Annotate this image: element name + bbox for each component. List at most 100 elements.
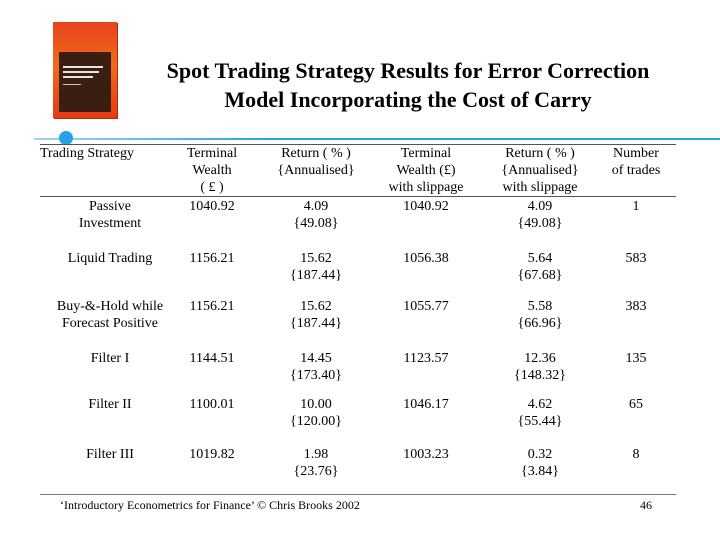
cell-wealth-line: 1040.92 bbox=[189, 199, 235, 214]
cell-strategy-line: Passive bbox=[89, 199, 131, 214]
cell-ret-line: 15.62 bbox=[300, 299, 332, 314]
cell-ret-slip-line: {67.68} bbox=[517, 268, 563, 283]
slide-title: Spot Trading Strategy Results for Error … bbox=[122, 56, 694, 114]
cell-ret-line: 14.45 bbox=[300, 351, 332, 366]
cell-ret-slip-line: {66.96} bbox=[517, 316, 563, 331]
header-trades-line: of trades bbox=[611, 163, 661, 178]
cell-trades-line: 583 bbox=[625, 251, 647, 266]
header-return-slippage-line: {Annualised} bbox=[501, 163, 579, 178]
book-cover-text-line bbox=[63, 76, 93, 78]
cell-strategy: Passive Investment bbox=[34, 198, 186, 232]
header-terminal-wealth-slippage: Terminal Wealth (£) with slippage bbox=[378, 145, 474, 196]
cell-ret-line: 1.98 bbox=[303, 447, 329, 462]
book-cover-panel bbox=[59, 52, 111, 112]
cell-strategy-line: Investment bbox=[78, 216, 142, 231]
cell-trades: 135 bbox=[600, 350, 672, 367]
cell-ret-slip: 4.62 {55.44} bbox=[490, 396, 590, 430]
header-terminal-wealth-line: Wealth bbox=[192, 163, 232, 178]
cell-ret-slip-line: {3.84} bbox=[521, 464, 559, 479]
header-return-slippage-line: with slippage bbox=[502, 180, 578, 195]
cell-strategy-line: Filter III bbox=[86, 447, 134, 462]
cell-ret-line: {120.00} bbox=[290, 414, 342, 429]
cell-wealth-slip-line: 1055.77 bbox=[403, 299, 449, 314]
cell-strategy: Liquid Trading bbox=[34, 250, 186, 267]
cell-ret-line: 15.62 bbox=[300, 251, 332, 266]
cell-wealth-slip-line: 1046.17 bbox=[403, 397, 449, 412]
cell-ret-slip-line: 5.64 bbox=[527, 251, 553, 266]
cell-strategy-line: Filter II bbox=[88, 397, 132, 412]
cell-strategy-line: Filter I bbox=[90, 351, 130, 366]
slide-title-line-1: Spot Trading Strategy Results for Error … bbox=[166, 58, 650, 83]
book-cover-text-line bbox=[63, 71, 99, 73]
divider-bullet-dot bbox=[59, 131, 73, 145]
cell-trades-line: 65 bbox=[629, 397, 643, 412]
header-return-slippage: Return ( % ) {Annualised} with slippage bbox=[490, 145, 590, 196]
cell-wealth-line: 1019.82 bbox=[189, 447, 235, 462]
cell-wealth-slip-line: 1040.92 bbox=[403, 199, 449, 214]
header-terminal-wealth-slippage-line: Terminal bbox=[400, 146, 452, 161]
header-strategy-line: Trading Strategy bbox=[40, 146, 134, 161]
cell-ret: 15.62 {187.44} bbox=[268, 250, 364, 284]
header-terminal-wealth-slippage-line: Wealth (£) bbox=[396, 163, 456, 178]
cell-ret-slip-line: {55.44} bbox=[517, 414, 563, 429]
cell-strategy-line: Buy-&-Hold while bbox=[56, 299, 164, 314]
cell-ret-slip-line: {148.32} bbox=[514, 368, 566, 383]
cell-wealth-slip-line: 1003.23 bbox=[403, 447, 449, 462]
cell-trades-line: 1 bbox=[632, 199, 640, 214]
cell-trades-line: 135 bbox=[625, 351, 647, 366]
cell-ret-line: 10.00 bbox=[300, 397, 332, 412]
cell-ret-line: {187.44} bbox=[290, 316, 342, 331]
cell-ret-slip: 5.58 {66.96} bbox=[490, 298, 590, 332]
cell-ret-line: {49.08} bbox=[293, 216, 339, 231]
book-cover-image bbox=[53, 22, 117, 118]
cell-trades: 383 bbox=[600, 298, 672, 315]
header-terminal-wealth-line: Terminal bbox=[186, 146, 238, 161]
header-return-slippage-line: Return ( % ) bbox=[505, 146, 575, 161]
footer-citation: ‘Introductory Econometrics for Finance’ … bbox=[60, 498, 360, 512]
cell-wealth: 1156.21 bbox=[176, 250, 248, 267]
cell-wealth: 1100.01 bbox=[176, 396, 248, 413]
header-return: Return ( % ) {Annualised} bbox=[268, 145, 364, 179]
cell-ret-slip: 12.36 {148.32} bbox=[490, 350, 590, 384]
cell-wealth: 1040.92 bbox=[176, 198, 248, 215]
cell-wealth-slip: 1055.77 bbox=[378, 298, 474, 315]
cell-ret: 14.45 {173.40} bbox=[268, 350, 364, 384]
cell-ret-line: {173.40} bbox=[290, 368, 342, 383]
cell-trades: 65 bbox=[600, 396, 672, 413]
cell-wealth-line: 1144.51 bbox=[189, 351, 235, 366]
cell-wealth: 1144.51 bbox=[176, 350, 248, 367]
book-cover-text-line bbox=[63, 84, 81, 85]
header-terminal-wealth-line: ( £ ) bbox=[200, 180, 224, 195]
cell-trades: 1 bbox=[600, 198, 672, 215]
cell-ret-line: {23.76} bbox=[293, 464, 339, 479]
cell-trades: 583 bbox=[600, 250, 672, 267]
cell-ret-slip: 5.64 {67.68} bbox=[490, 250, 590, 284]
cell-ret: 4.09 {49.08} bbox=[268, 198, 364, 232]
cell-trades-line: 383 bbox=[625, 299, 647, 314]
header-terminal-wealth-slippage-line: with slippage bbox=[388, 180, 464, 195]
title-divider-line bbox=[34, 138, 720, 140]
cell-wealth: 1156.21 bbox=[176, 298, 248, 315]
slide-title-line-2: Model Incorporating the Cost of Carry bbox=[224, 87, 592, 112]
footer-rule bbox=[40, 494, 676, 495]
cell-trades-line: 8 bbox=[632, 447, 640, 462]
cell-ret-slip: 4.09 {49.08} bbox=[490, 198, 590, 232]
book-cover-text-line bbox=[63, 66, 103, 68]
header-terminal-wealth: Terminal Wealth ( £ ) bbox=[176, 145, 248, 196]
cell-strategy: Filter II bbox=[34, 396, 186, 413]
cell-ret: 15.62 {187.44} bbox=[268, 298, 364, 332]
cell-strategy: Filter I bbox=[34, 350, 186, 367]
cell-wealth-slip: 1040.92 bbox=[378, 198, 474, 215]
header-trades: Number of trades bbox=[600, 145, 672, 179]
cell-wealth: 1019.82 bbox=[176, 446, 248, 463]
table-top-rule bbox=[40, 144, 676, 145]
cell-ret-slip-line: 0.32 bbox=[527, 447, 553, 462]
cell-ret-slip: 0.32 {3.84} bbox=[490, 446, 590, 480]
cell-wealth-slip: 1046.17 bbox=[378, 396, 474, 413]
cell-wealth-slip: 1123.57 bbox=[378, 350, 474, 367]
cell-ret: 10.00 {120.00} bbox=[268, 396, 364, 430]
cell-ret-slip-line: 4.09 bbox=[527, 199, 553, 214]
header-return-line: Return ( % ) bbox=[281, 146, 351, 161]
cell-ret-slip-line: 4.62 bbox=[527, 397, 553, 412]
cell-strategy-line: Forecast Positive bbox=[61, 316, 159, 331]
